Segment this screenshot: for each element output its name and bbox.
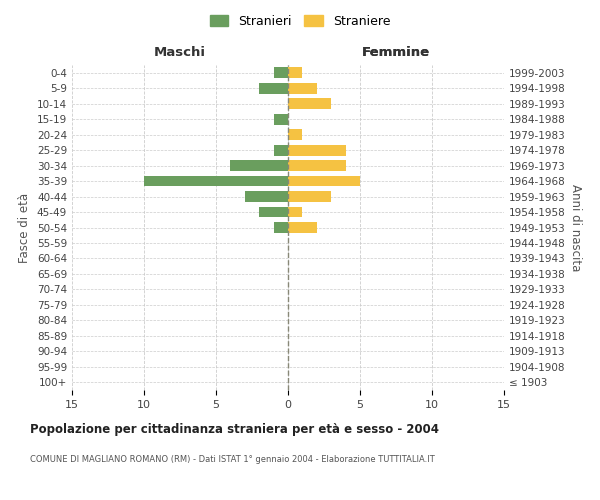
Legend: Stranieri, Straniere: Stranieri, Straniere — [206, 11, 394, 32]
Text: Maschi: Maschi — [154, 46, 206, 59]
Bar — [288, 83, 317, 94]
Y-axis label: Anni di nascita: Anni di nascita — [569, 184, 582, 271]
Y-axis label: Fasce di età: Fasce di età — [19, 192, 31, 262]
Text: Femmine: Femmine — [362, 46, 430, 59]
Text: COMUNE DI MAGLIANO ROMANO (RM) - Dati ISTAT 1° gennaio 2004 - Elaborazione TUTTI: COMUNE DI MAGLIANO ROMANO (RM) - Dati IS… — [30, 455, 435, 464]
Bar — [288, 144, 346, 156]
Bar — [288, 191, 331, 202]
Bar — [259, 206, 288, 218]
Bar — [288, 206, 302, 218]
Bar — [274, 114, 288, 124]
Bar — [288, 98, 331, 109]
Bar — [288, 222, 317, 233]
Bar — [274, 68, 288, 78]
Bar — [245, 191, 288, 202]
Bar — [288, 176, 360, 186]
Bar — [230, 160, 288, 171]
Bar — [274, 144, 288, 156]
Text: Popolazione per cittadinanza straniera per età e sesso - 2004: Popolazione per cittadinanza straniera p… — [30, 422, 439, 436]
Bar — [288, 129, 302, 140]
Bar — [288, 68, 302, 78]
Bar — [274, 222, 288, 233]
Bar — [288, 160, 346, 171]
Text: Femmine: Femmine — [362, 46, 430, 59]
Bar — [259, 83, 288, 94]
Bar — [144, 176, 288, 186]
